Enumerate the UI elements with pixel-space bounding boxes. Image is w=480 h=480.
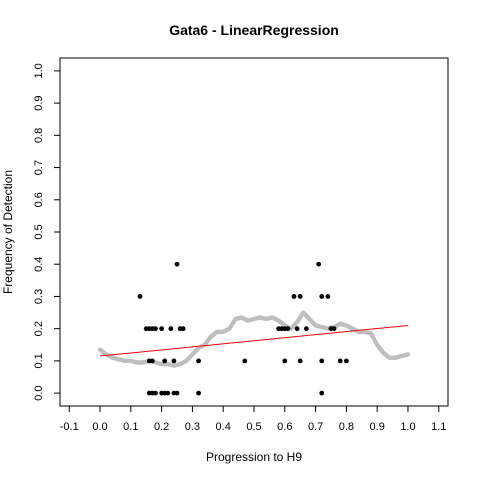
observed-point [165, 391, 170, 396]
x-tick-label: 0.2 [154, 421, 169, 433]
x-tick-label: 0.9 [370, 421, 385, 433]
smoothed-point [406, 352, 410, 356]
observed-point [298, 294, 303, 299]
y-tick-label: 0.6 [33, 192, 45, 207]
x-tick-label: 0.8 [339, 421, 354, 433]
observed-point [326, 294, 331, 299]
observed-point [298, 358, 303, 363]
observed-point [282, 358, 287, 363]
observed-point [304, 326, 309, 331]
x-tick-label: 1.1 [431, 421, 446, 433]
y-tick-label: 0.7 [33, 160, 45, 175]
observed-point [168, 326, 173, 331]
y-tick-label: 0.8 [33, 128, 45, 143]
x-tick-label: -0.1 [60, 421, 79, 433]
y-axis-label: Frequency of Detection [1, 170, 15, 294]
observed-point [316, 262, 321, 267]
observed-point [319, 358, 324, 363]
observed-point [196, 358, 201, 363]
y-tick-label: 0.5 [33, 224, 45, 239]
observed-point [181, 326, 186, 331]
observed-point [159, 326, 164, 331]
x-axis-label: Progression to H9 [206, 450, 302, 464]
x-tick-label: 0.1 [123, 421, 138, 433]
observed-point [153, 326, 158, 331]
chart-title: Gata6 - LinearRegression [169, 22, 339, 38]
y-tick-label: 0.9 [33, 95, 45, 110]
observed-point [332, 326, 337, 331]
x-tick-label: 0.7 [308, 421, 323, 433]
observed-point [175, 262, 180, 267]
y-tick-label: 0.4 [33, 257, 45, 272]
observed-point [319, 294, 324, 299]
y-tick-label: 0.0 [33, 385, 45, 400]
x-tick-label: 0.4 [216, 421, 231, 433]
y-tick-label: 0.1 [33, 353, 45, 368]
observed-point [172, 358, 177, 363]
x-tick-label: 0.6 [277, 421, 292, 433]
observed-point [285, 326, 290, 331]
observed-point [319, 391, 324, 396]
observed-point [162, 358, 167, 363]
x-tick-label: 0.3 [185, 421, 200, 433]
observed-point [175, 391, 180, 396]
observed-point [344, 358, 349, 363]
observed-point [295, 326, 300, 331]
y-tick-label: 0.2 [33, 321, 45, 336]
observed-point [292, 294, 297, 299]
observed-point [153, 391, 158, 396]
observed-point [338, 358, 343, 363]
x-tick-label: 0.0 [92, 421, 107, 433]
y-tick-label: 1.0 [33, 63, 45, 78]
observed-point [242, 358, 247, 363]
observed-point [150, 358, 155, 363]
x-tick-label: 1.0 [400, 421, 415, 433]
y-tick-label: 0.3 [33, 289, 45, 304]
observed-point [138, 294, 143, 299]
x-tick-label: 0.5 [246, 421, 261, 433]
observed-point [196, 391, 201, 396]
